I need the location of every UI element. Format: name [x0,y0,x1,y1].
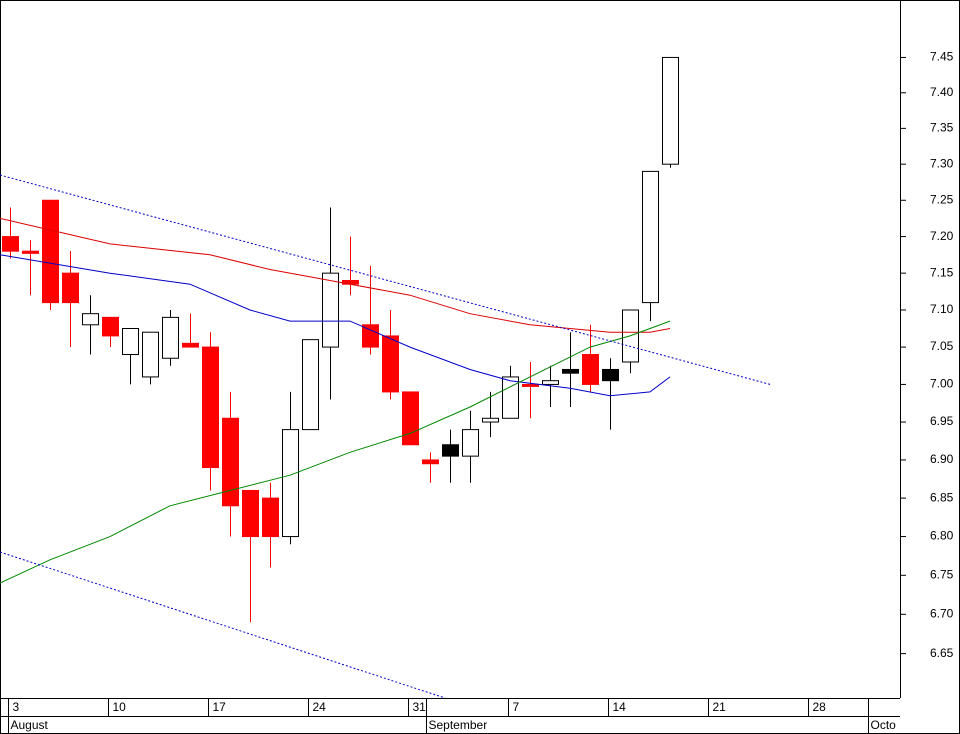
trend-line [0,174,771,385]
candle-body [262,497,279,538]
y-tick-label: 6.75 [930,567,954,581]
moving-average [0,254,671,397]
month-label: August [11,718,49,732]
candle-body [522,383,539,387]
candle-body [202,346,219,469]
candle-body [22,250,39,254]
candle-body [142,331,159,378]
y-tick-label: 6.90 [930,452,954,466]
candle-body [502,376,519,419]
candle-body [282,429,299,538]
x-tick-label: 21 [713,700,727,714]
y-tick-label: 7.10 [930,302,954,316]
candle-body [242,489,259,538]
candle-body [2,236,19,252]
y-tick-label: 7.35 [930,121,954,135]
x-tick-label: 24 [313,700,327,714]
candle-body [482,417,499,423]
candle-body [122,327,139,356]
candle-body [362,324,379,348]
x-tick-label: 14 [613,700,627,714]
candle-body [462,429,479,457]
candle-body [302,339,319,431]
x-tick-label: 3 [13,700,20,714]
y-tick-label: 6.70 [930,606,954,620]
x-tick-label: 10 [113,700,127,714]
y-tick-label: 7.00 [930,377,954,391]
candle-body [162,316,179,359]
candle-body [102,316,119,337]
y-tick-label: 7.20 [930,229,954,243]
y-tick-label: 6.85 [930,490,954,504]
candle-body [422,459,439,465]
x-tick-label: 28 [813,700,827,714]
candle-body [662,56,679,165]
candle-body [602,368,619,382]
y-tick-label: 6.95 [930,414,954,428]
candle-body [82,313,99,326]
y-tick-label: 7.05 [930,339,954,353]
candle-body [642,170,659,304]
y-tick-label: 7.45 [930,50,954,64]
y-tick-label: 6.80 [930,529,954,543]
y-tick-label: 7.30 [930,156,954,170]
candle-body [62,272,79,304]
candle-body [562,368,579,374]
y-tick-label: 7.40 [930,85,954,99]
x-tick-label: 7 [513,700,520,714]
candle-body [322,272,339,348]
moving-average [0,217,671,333]
y-tick-label: 6.65 [930,646,954,660]
candle-body [402,391,419,446]
candle-body [442,444,459,457]
month-label: September [429,718,488,732]
candle-body [182,342,199,348]
x-tick-label: 31 [413,700,427,714]
candle-body [542,380,559,385]
month-label: Octo [871,718,897,732]
y-tick-label: 7.15 [930,265,954,279]
x-tick-label: 17 [213,700,227,714]
candle-body [382,335,399,393]
candle-body [222,417,239,507]
y-tick-label: 7.25 [930,192,954,206]
candle-body [582,354,599,385]
moving-average [0,320,671,584]
candle-body [42,199,59,304]
